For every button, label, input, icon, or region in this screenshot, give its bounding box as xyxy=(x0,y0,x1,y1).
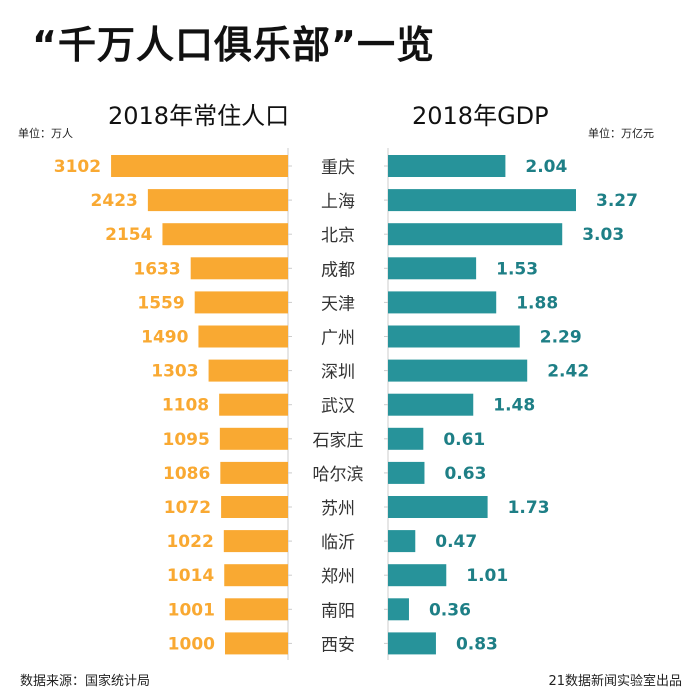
gdp-bar xyxy=(388,564,447,587)
gdp-label: 1.01 xyxy=(466,566,508,586)
population-label: 1108 xyxy=(162,396,209,416)
gdp-label: 0.47 xyxy=(435,532,477,552)
population-bar xyxy=(225,632,288,655)
gdp-bar xyxy=(388,359,528,382)
gdp-bar xyxy=(388,155,506,177)
city-label: 成都 xyxy=(321,260,355,280)
population-label: 3102 xyxy=(54,157,101,177)
population-bar xyxy=(220,461,288,484)
gdp-bar xyxy=(388,632,436,655)
gdp-label: 2.42 xyxy=(547,362,589,382)
gdp-label: 3.03 xyxy=(582,225,624,245)
gdp-bar xyxy=(388,257,477,280)
city-label: 广州 xyxy=(321,329,355,349)
gdp-bar xyxy=(388,598,409,621)
population-bar xyxy=(162,223,288,246)
gdp-label: 2.04 xyxy=(525,157,567,177)
population-unit: 单位：万人 xyxy=(18,127,73,140)
population-bar xyxy=(190,257,288,280)
population-chart-title: 2018年常住人口 xyxy=(108,102,290,130)
city-label: 天津 xyxy=(321,294,355,314)
gdp-bar xyxy=(388,427,424,450)
city-label: 北京 xyxy=(321,226,355,246)
city-label: 西安 xyxy=(321,635,355,655)
gdp-label: 0.36 xyxy=(429,600,471,620)
city-label: 哈尔滨 xyxy=(313,465,364,485)
gdp-label: 1.73 xyxy=(508,498,550,518)
city-label: 上海 xyxy=(321,192,355,212)
gdp-label: 0.83 xyxy=(456,634,498,654)
gdp-bar xyxy=(388,496,488,518)
gdp-bar xyxy=(388,189,576,212)
gdp-chart-title: 2018年GDP xyxy=(412,102,549,130)
population-label: 1490 xyxy=(141,328,188,348)
population-label: 1072 xyxy=(164,498,211,518)
gdp-label: 0.61 xyxy=(443,430,485,450)
city-label: 临沂 xyxy=(321,533,355,553)
city-label: 郑州 xyxy=(321,567,355,587)
city-label: 苏州 xyxy=(321,499,355,519)
gdp-bar xyxy=(388,461,425,484)
population-bar xyxy=(224,598,288,621)
gdp-bar xyxy=(388,325,520,348)
gdp-label: 0.63 xyxy=(444,464,486,484)
population-label: 1001 xyxy=(168,600,215,620)
population-bar xyxy=(224,564,288,587)
credit: 21数据新闻实验室出品 xyxy=(548,674,682,689)
gdp-unit: 单位：万亿元 xyxy=(588,127,654,140)
city-label: 深圳 xyxy=(321,363,355,383)
page-title: “千万人口俱乐部”一览 xyxy=(32,23,435,67)
gdp-label: 1.88 xyxy=(516,293,558,313)
population-label: 1095 xyxy=(163,430,210,450)
population-label: 2154 xyxy=(105,225,152,245)
population-bar xyxy=(221,496,288,518)
population-label: 1022 xyxy=(166,532,213,552)
population-label: 1303 xyxy=(151,362,198,382)
city-label: 南阳 xyxy=(321,601,355,621)
data-source: 数据来源：国家统计局 xyxy=(20,674,151,689)
population-label: 1633 xyxy=(133,259,180,279)
population-bar xyxy=(147,189,288,212)
population-bar xyxy=(198,325,288,348)
population-label: 1000 xyxy=(168,634,215,654)
population-bar xyxy=(194,291,288,314)
city-label: 石家庄 xyxy=(313,431,364,451)
gdp-bar xyxy=(388,393,474,416)
gdp-label: 3.27 xyxy=(596,191,638,211)
population-bar xyxy=(223,530,288,553)
population-bar xyxy=(111,155,289,177)
population-bar xyxy=(219,393,288,416)
city-label: 重庆 xyxy=(321,158,355,178)
population-bar xyxy=(219,427,288,450)
population-label: 1086 xyxy=(163,464,210,484)
population-bar xyxy=(208,359,288,382)
gdp-bar xyxy=(388,530,416,553)
gdp-bar xyxy=(388,223,563,246)
gdp-bar xyxy=(388,291,497,314)
gdp-label: 2.29 xyxy=(540,328,582,348)
population-label: 1559 xyxy=(137,293,184,313)
gdp-label: 1.48 xyxy=(493,396,535,416)
gdp-label: 1.53 xyxy=(496,259,538,279)
city-label: 武汉 xyxy=(321,397,355,417)
population-label: 1014 xyxy=(167,566,214,586)
population-label: 2423 xyxy=(91,191,138,211)
